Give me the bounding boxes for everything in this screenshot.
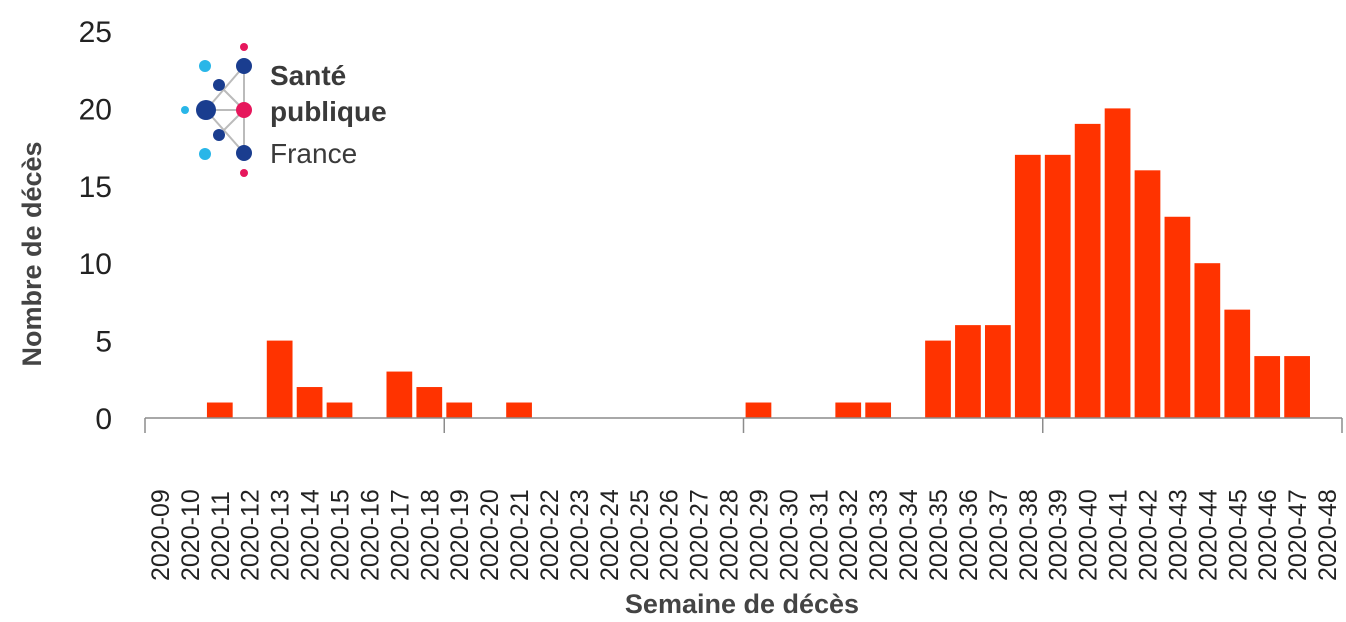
- bar: [1074, 123, 1101, 418]
- bar: [416, 387, 443, 418]
- bar: [925, 340, 951, 418]
- bar: [386, 371, 413, 418]
- y-axis-ticks: 0 5 10 15 20 25: [79, 16, 112, 436]
- x-axis: [144, 417, 1343, 433]
- y-tick-label: 15: [79, 171, 112, 204]
- x-tick-label: 2020-21: [506, 489, 534, 581]
- x-tick-label: 2020-42: [1134, 489, 1162, 581]
- bar: [745, 402, 772, 418]
- x-axis-title: Semaine de décès: [625, 589, 859, 619]
- logo-text-publique: publique: [270, 96, 387, 127]
- bar: [835, 402, 862, 418]
- x-tick-label: 2020-31: [805, 489, 833, 581]
- bar: [1134, 170, 1161, 418]
- bar: [1194, 263, 1221, 418]
- x-tick-label: 2020-46: [1254, 489, 1282, 581]
- x-tick-label: 2020-16: [356, 489, 384, 581]
- bar: [955, 325, 981, 418]
- x-tick-label: 2020-17: [386, 489, 414, 581]
- x-tick-label: 2020-25: [626, 489, 654, 581]
- x-axis-tick-labels: 2020-09 2020-10 2020-11 2020-12 2020-13 2020-…: [147, 489, 1342, 581]
- bar: [206, 402, 233, 418]
- bar: [1044, 154, 1071, 418]
- x-tick-label: 2020-20: [476, 489, 504, 581]
- y-tick-label: 20: [79, 93, 112, 126]
- bar: [865, 402, 892, 418]
- y-tick-label: 5: [95, 326, 112, 359]
- x-tick-label: 2020-22: [536, 489, 564, 581]
- x-tick-label: 2020-12: [237, 489, 265, 581]
- x-tick-label: 2020-39: [1045, 489, 1073, 581]
- bar: [506, 402, 532, 418]
- x-tick-label: 2020-13: [267, 489, 295, 581]
- x-tick-label: 2020-19: [446, 489, 474, 581]
- y-axis-title: Nombre de décès: [17, 141, 47, 366]
- x-tick-label: 2020-18: [416, 489, 444, 581]
- bar: [446, 402, 473, 418]
- bar: [1104, 108, 1131, 419]
- x-tick-label: 2020-33: [865, 489, 893, 581]
- x-tick-label: 2020-44: [1194, 489, 1222, 581]
- x-tick-label: 2020-43: [1164, 489, 1192, 581]
- x-tick-label: 2020-09: [147, 489, 175, 581]
- x-tick-label: 2020-15: [327, 489, 355, 581]
- x-tick-label: 2020-40: [1075, 489, 1103, 581]
- bar: [266, 340, 293, 418]
- x-tick-label: 2020-37: [985, 489, 1013, 581]
- bar: [1014, 154, 1041, 418]
- bar: [1284, 356, 1310, 418]
- x-tick-label: 2020-32: [835, 489, 863, 581]
- x-tick-label: 2020-28: [716, 489, 744, 581]
- x-tick-label: 2020-24: [596, 489, 624, 581]
- x-tick-label: 2020-47: [1284, 489, 1312, 581]
- logo-text-france: France: [270, 138, 357, 169]
- x-tick-label: 2020-41: [1105, 489, 1133, 581]
- y-tick-label: 10: [79, 248, 112, 281]
- x-tick-label: 2020-26: [656, 489, 684, 581]
- bars: [206, 108, 1310, 419]
- x-tick-label: 2020-35: [925, 489, 953, 581]
- x-tick-label: 2020-23: [566, 489, 594, 581]
- x-tick-label: 2020-11: [207, 491, 235, 581]
- logo-text-sante: Santé: [270, 60, 346, 91]
- x-tick-label: 2020-27: [686, 489, 714, 581]
- bar: [1224, 309, 1251, 418]
- bar: [326, 402, 353, 418]
- logo-mark: [181, 43, 252, 177]
- sante-publique-france-logo: Santé publique France: [181, 43, 387, 177]
- x-tick-label: 2020-34: [895, 489, 923, 581]
- bar: [1164, 216, 1191, 418]
- x-tick-label: 2020-48: [1314, 489, 1342, 581]
- y-tick-label: 0: [95, 403, 112, 436]
- x-tick-label: 2020-36: [955, 489, 983, 581]
- x-tick-label: 2020-45: [1224, 489, 1252, 581]
- x-tick-label: 2020-38: [1015, 489, 1043, 581]
- x-tick-label: 2020-14: [297, 489, 325, 581]
- bar: [296, 387, 323, 418]
- bar: [984, 325, 1011, 418]
- y-tick-label: 25: [79, 16, 112, 49]
- x-tick-label: 2020-29: [745, 489, 773, 581]
- x-tick-label: 2020-10: [177, 489, 205, 581]
- x-tick-label: 2020-30: [775, 489, 803, 581]
- bar: [1254, 356, 1281, 418]
